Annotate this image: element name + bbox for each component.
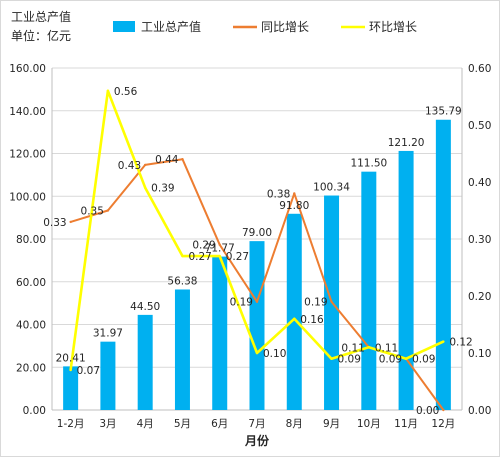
line-point xyxy=(255,351,259,355)
mom-value-label: 0.07 xyxy=(77,365,100,377)
bar xyxy=(137,314,153,410)
x-tick-label: 7月 xyxy=(248,418,265,430)
y-right-tick-label: 0.00 xyxy=(468,405,491,417)
y-left-tick-label: 160.00 xyxy=(9,63,46,75)
y-right-tick-label: 0.40 xyxy=(468,177,491,189)
line-point xyxy=(330,357,333,360)
line-point xyxy=(69,368,72,372)
yoy-value-label: 0.00 xyxy=(416,405,439,417)
line-point xyxy=(218,254,221,258)
yoy-value-label: 0.29 xyxy=(192,240,215,252)
bar-value-label: 121.20 xyxy=(388,137,425,149)
y-right-tick-label: 0.10 xyxy=(468,348,491,360)
chart-title-line: 工业总产值 xyxy=(11,9,71,24)
line-point xyxy=(69,220,72,224)
x-tick-label: 10月 xyxy=(357,418,381,430)
line-point xyxy=(293,317,296,320)
x-tick-label: 1-2月 xyxy=(57,418,85,430)
bar xyxy=(63,366,79,410)
line-point xyxy=(218,243,221,246)
bar-value-label: 56.38 xyxy=(167,275,197,287)
bar-value-label: 79.00 xyxy=(242,227,272,239)
y-right-tick-label: 0.50 xyxy=(468,120,491,132)
x-tick-label: 8月 xyxy=(286,418,303,430)
line-point xyxy=(293,192,296,195)
x-tick-label: 5月 xyxy=(174,418,191,430)
y-left-tick-label: 120.00 xyxy=(9,149,46,161)
legend-label: 环比增长 xyxy=(369,20,417,34)
line-point xyxy=(330,300,333,303)
bar xyxy=(174,289,190,410)
yoy-value-label: 0.33 xyxy=(43,217,66,229)
yoy-value-label: 0.43 xyxy=(118,160,141,172)
mom-value-label: 0.27 xyxy=(188,251,211,263)
mom-value-label: 0.12 xyxy=(449,337,472,349)
bar xyxy=(212,256,228,410)
x-tick-label: 9月 xyxy=(323,418,340,430)
bar-value-label: 31.97 xyxy=(93,328,123,340)
bar-value-label: 71.77 xyxy=(205,243,235,255)
line-point xyxy=(442,340,445,343)
legend-label: 同比增长 xyxy=(261,20,309,34)
yoy-value-label: 0.11 xyxy=(341,342,364,354)
y-left-tick-label: 20.00 xyxy=(16,362,46,374)
bar-value-label: 111.50 xyxy=(350,158,387,170)
mom-value-label: 0.56 xyxy=(114,86,138,98)
bar-value-label: 100.34 xyxy=(313,182,350,194)
yoy-value-label: 0.35 xyxy=(81,206,104,218)
bar-value-label: 44.50 xyxy=(130,301,160,313)
line-point xyxy=(404,357,408,360)
chart-title-line: 单位：亿元 xyxy=(11,28,71,43)
line-point xyxy=(367,346,371,349)
yoy-value-label: 0.44 xyxy=(155,154,179,166)
x-tick-label: 12月 xyxy=(431,418,455,430)
x-tick-label: 11月 xyxy=(394,418,418,430)
y-left-tick-label: 0.00 xyxy=(23,405,46,417)
yoy-value-label: 0.19 xyxy=(304,297,327,309)
mom-value-label: 0.11 xyxy=(375,342,398,354)
bar xyxy=(249,241,265,410)
yoy-value-label: 0.19 xyxy=(230,297,253,309)
line-point xyxy=(106,89,110,93)
line-point xyxy=(442,408,445,412)
x-tick-label: 6月 xyxy=(211,418,228,430)
bar xyxy=(286,213,302,410)
mom-value-label: 0.09 xyxy=(412,354,435,366)
bar-value-label: 91.80 xyxy=(279,200,309,212)
y-left-tick-label: 80.00 xyxy=(16,234,46,246)
x-tick-label: 3月 xyxy=(99,418,116,430)
mom-value-label: 0.27 xyxy=(226,251,249,263)
bar xyxy=(100,341,116,410)
yoy-value-label: 0.38 xyxy=(267,188,290,200)
y-right-tick-label: 0.20 xyxy=(468,291,491,303)
y-right-tick-label: 0.30 xyxy=(468,234,491,246)
bar-value-label: 135.79 xyxy=(425,106,462,118)
line-point xyxy=(106,209,110,212)
line-point xyxy=(181,158,184,161)
line-point xyxy=(255,300,259,303)
y-left-tick-label: 100.00 xyxy=(9,191,46,203)
mom-value-label: 0.09 xyxy=(338,354,361,366)
mom-value-label: 0.16 xyxy=(300,314,324,326)
line-point xyxy=(181,254,184,258)
y-right-tick-label: 0.60 xyxy=(468,63,491,75)
y-left-tick-label: 140.00 xyxy=(9,106,46,118)
yoy-value-label: 0.09 xyxy=(379,354,402,366)
y-left-tick-label: 60.00 xyxy=(16,277,46,289)
y-left-tick-label: 40.00 xyxy=(16,320,46,332)
mom-value-label: 0.10 xyxy=(263,348,286,360)
bar-value-label: 20.41 xyxy=(56,352,86,364)
x-tick-label: 4月 xyxy=(137,418,154,430)
line-point xyxy=(143,186,147,189)
bar xyxy=(361,171,377,410)
line-point xyxy=(143,163,147,167)
legend-label: 工业总产值 xyxy=(141,19,201,34)
x-axis-title: 月份 xyxy=(244,433,270,448)
bar xyxy=(435,119,451,411)
bar xyxy=(398,150,414,410)
mom-value-label: 0.39 xyxy=(151,183,174,195)
legend-swatch xyxy=(113,21,135,32)
